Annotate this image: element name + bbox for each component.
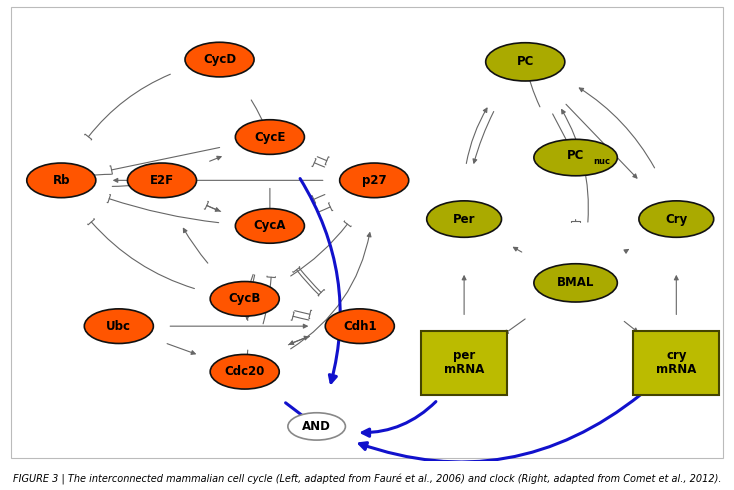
FancyArrowPatch shape bbox=[263, 276, 275, 324]
FancyBboxPatch shape bbox=[421, 331, 507, 394]
Text: Rb: Rb bbox=[53, 174, 70, 187]
Text: CycA: CycA bbox=[254, 220, 286, 232]
Text: Cry: Cry bbox=[665, 213, 688, 225]
Ellipse shape bbox=[84, 309, 153, 343]
FancyArrowPatch shape bbox=[466, 108, 487, 164]
FancyArrowPatch shape bbox=[288, 336, 308, 345]
Text: E2F: E2F bbox=[150, 174, 174, 187]
FancyArrowPatch shape bbox=[291, 221, 351, 276]
FancyArrowPatch shape bbox=[293, 267, 319, 295]
FancyArrowPatch shape bbox=[241, 297, 249, 320]
Text: CycD: CycD bbox=[203, 53, 236, 66]
Ellipse shape bbox=[210, 354, 279, 389]
FancyArrowPatch shape bbox=[204, 201, 221, 211]
FancyArrowPatch shape bbox=[110, 147, 219, 174]
FancyArrowPatch shape bbox=[268, 188, 272, 225]
Text: Ubc: Ubc bbox=[106, 319, 131, 333]
Ellipse shape bbox=[534, 264, 617, 302]
FancyArrowPatch shape bbox=[562, 110, 589, 222]
FancyArrowPatch shape bbox=[317, 157, 329, 165]
FancyArrowPatch shape bbox=[291, 312, 309, 320]
FancyArrowPatch shape bbox=[566, 104, 637, 178]
Text: Cdc20: Cdc20 bbox=[225, 365, 265, 378]
FancyArrowPatch shape bbox=[312, 159, 324, 167]
Text: per
mRNA: per mRNA bbox=[444, 349, 484, 376]
FancyArrowPatch shape bbox=[245, 275, 255, 319]
FancyArrowPatch shape bbox=[251, 100, 270, 136]
Ellipse shape bbox=[210, 282, 279, 316]
Text: FIGURE 3 | The interconnected mammalian cell cycle (Left, adapted from Fauré et : FIGURE 3 | The interconnected mammalian … bbox=[12, 474, 722, 485]
Text: AND: AND bbox=[302, 420, 331, 433]
FancyArrowPatch shape bbox=[84, 74, 170, 140]
Ellipse shape bbox=[288, 413, 346, 440]
Ellipse shape bbox=[486, 43, 565, 81]
Ellipse shape bbox=[426, 201, 501, 237]
FancyBboxPatch shape bbox=[633, 331, 719, 394]
Text: nuc: nuc bbox=[594, 157, 611, 166]
FancyArrowPatch shape bbox=[524, 63, 540, 107]
FancyArrowPatch shape bbox=[289, 337, 310, 344]
FancyArrowPatch shape bbox=[244, 350, 248, 370]
Text: p27: p27 bbox=[362, 174, 387, 187]
Ellipse shape bbox=[340, 163, 409, 197]
FancyArrowPatch shape bbox=[299, 268, 324, 296]
FancyArrowPatch shape bbox=[170, 324, 308, 328]
FancyArrowPatch shape bbox=[319, 203, 333, 212]
FancyArrowPatch shape bbox=[107, 195, 219, 222]
FancyArrowPatch shape bbox=[210, 156, 221, 161]
Text: cry
mRNA: cry mRNA bbox=[656, 349, 697, 376]
FancyArrowPatch shape bbox=[294, 310, 312, 318]
FancyArrowPatch shape bbox=[300, 178, 341, 383]
Ellipse shape bbox=[236, 209, 305, 243]
Text: BMAL: BMAL bbox=[557, 276, 595, 290]
FancyArrowPatch shape bbox=[167, 343, 195, 354]
FancyArrowPatch shape bbox=[553, 114, 575, 156]
FancyArrowPatch shape bbox=[112, 176, 164, 186]
Text: PC: PC bbox=[567, 149, 584, 162]
FancyArrowPatch shape bbox=[311, 195, 325, 203]
FancyArrowPatch shape bbox=[473, 112, 494, 163]
Ellipse shape bbox=[639, 201, 713, 237]
FancyArrowPatch shape bbox=[286, 403, 314, 424]
FancyArrowPatch shape bbox=[624, 321, 638, 332]
FancyArrowPatch shape bbox=[244, 274, 253, 297]
FancyArrowPatch shape bbox=[184, 228, 208, 263]
FancyArrowPatch shape bbox=[114, 178, 323, 182]
FancyArrowPatch shape bbox=[462, 276, 466, 315]
Ellipse shape bbox=[534, 139, 617, 176]
FancyArrowPatch shape bbox=[624, 249, 628, 253]
Ellipse shape bbox=[185, 42, 254, 77]
FancyArrowPatch shape bbox=[579, 88, 655, 168]
Text: Cdh1: Cdh1 bbox=[343, 319, 377, 333]
FancyArrowPatch shape bbox=[291, 233, 371, 349]
Text: Per: Per bbox=[453, 213, 476, 225]
Text: CycE: CycE bbox=[254, 130, 286, 144]
Ellipse shape bbox=[325, 309, 394, 343]
FancyArrowPatch shape bbox=[572, 220, 580, 221]
FancyArrowPatch shape bbox=[675, 276, 678, 315]
Ellipse shape bbox=[236, 120, 305, 154]
FancyArrowPatch shape bbox=[514, 247, 522, 252]
Ellipse shape bbox=[128, 163, 197, 197]
FancyArrowPatch shape bbox=[504, 319, 525, 334]
Ellipse shape bbox=[26, 163, 96, 197]
FancyArrowPatch shape bbox=[363, 402, 436, 436]
FancyArrowPatch shape bbox=[207, 205, 219, 211]
FancyArrowPatch shape bbox=[87, 219, 195, 289]
Text: CycB: CycB bbox=[228, 293, 261, 305]
Text: PC: PC bbox=[517, 55, 534, 69]
FancyArrowPatch shape bbox=[59, 174, 111, 185]
FancyArrowPatch shape bbox=[360, 395, 641, 462]
